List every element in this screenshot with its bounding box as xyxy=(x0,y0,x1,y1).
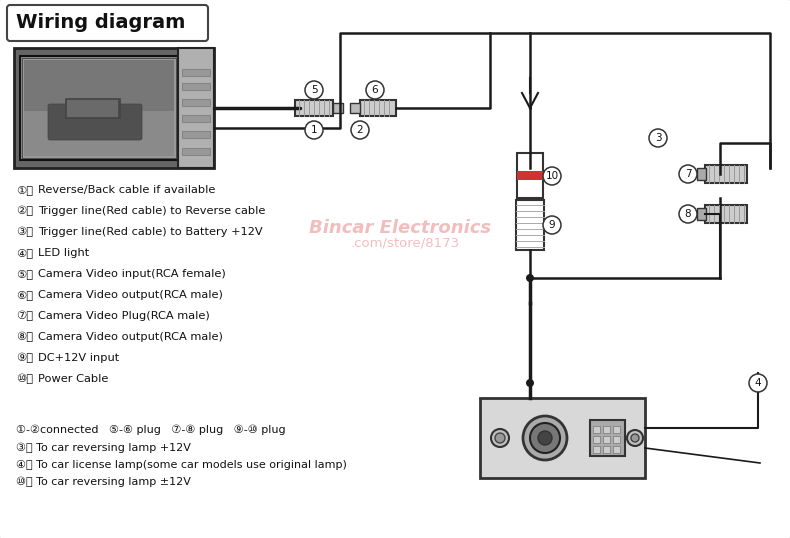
Bar xyxy=(517,153,543,198)
Bar xyxy=(182,148,210,155)
Bar xyxy=(593,446,600,453)
Bar xyxy=(593,426,600,433)
Bar xyxy=(182,131,210,138)
Text: Camera Video Plug(RCA male): Camera Video Plug(RCA male) xyxy=(38,311,210,321)
Text: Trigger line(Red cable) to Reverse cable: Trigger line(Red cable) to Reverse cable xyxy=(38,206,265,216)
FancyBboxPatch shape xyxy=(48,104,142,140)
Text: 1: 1 xyxy=(310,125,318,135)
Circle shape xyxy=(530,423,560,453)
Bar xyxy=(182,99,210,106)
Text: 6: 6 xyxy=(371,85,378,95)
Text: Trigger line(Red cable) to Battery +12V: Trigger line(Red cable) to Battery +12V xyxy=(38,227,262,237)
Circle shape xyxy=(631,434,639,442)
Bar xyxy=(182,115,210,122)
Circle shape xyxy=(627,430,643,446)
Text: ⑨：: ⑨： xyxy=(16,353,33,363)
Bar xyxy=(603,436,610,443)
Text: ⑧：: ⑧： xyxy=(16,332,33,342)
Text: LED light: LED light xyxy=(38,248,89,258)
Bar xyxy=(178,48,214,168)
Bar xyxy=(517,171,543,180)
Text: ④： To car license lamp(some car models use original lamp): ④： To car license lamp(some car models u… xyxy=(16,460,347,470)
Circle shape xyxy=(305,121,323,139)
Bar xyxy=(350,103,360,113)
Text: Camera Video input(RCA female): Camera Video input(RCA female) xyxy=(38,269,226,279)
Circle shape xyxy=(679,205,697,223)
Text: 10: 10 xyxy=(545,171,559,181)
Bar xyxy=(24,60,174,156)
Bar xyxy=(480,398,645,478)
Bar xyxy=(20,56,178,160)
Circle shape xyxy=(526,379,534,387)
Text: ⑩： To car reversing lamp ±12V: ⑩： To car reversing lamp ±12V xyxy=(16,477,191,487)
Text: ⑥：: ⑥： xyxy=(16,290,33,300)
Bar xyxy=(603,426,610,433)
Bar xyxy=(697,168,706,180)
Circle shape xyxy=(491,429,509,447)
Bar xyxy=(697,208,706,220)
Circle shape xyxy=(749,374,767,392)
Text: 8: 8 xyxy=(685,209,691,219)
Text: 5: 5 xyxy=(310,85,318,95)
Circle shape xyxy=(649,129,667,147)
Bar xyxy=(705,165,747,183)
Bar xyxy=(603,446,610,453)
Circle shape xyxy=(543,216,561,234)
Text: ①：: ①： xyxy=(16,185,33,195)
Circle shape xyxy=(679,165,697,183)
Text: DC+12V input: DC+12V input xyxy=(38,353,119,363)
Circle shape xyxy=(543,167,561,185)
FancyBboxPatch shape xyxy=(7,5,208,41)
Bar xyxy=(590,420,625,456)
Circle shape xyxy=(538,431,552,445)
Circle shape xyxy=(495,433,505,443)
Circle shape xyxy=(523,416,567,460)
Circle shape xyxy=(526,274,534,282)
Text: ③：: ③： xyxy=(16,227,33,237)
Bar xyxy=(22,58,176,158)
Bar xyxy=(182,83,210,90)
Text: Power Cable: Power Cable xyxy=(38,374,108,384)
Text: Bincar Electronics: Bincar Electronics xyxy=(309,219,491,237)
Circle shape xyxy=(351,121,369,139)
Circle shape xyxy=(366,81,384,99)
Text: ③： To car reversing lamp +12V: ③： To car reversing lamp +12V xyxy=(16,443,191,453)
Bar xyxy=(593,436,600,443)
Bar xyxy=(14,48,214,168)
Bar xyxy=(613,446,620,453)
Text: 2: 2 xyxy=(357,125,363,135)
Text: 7: 7 xyxy=(685,169,691,179)
Bar xyxy=(295,100,333,116)
Text: Reverse/Back cable if available: Reverse/Back cable if available xyxy=(38,185,216,195)
Text: ④：: ④： xyxy=(16,248,33,258)
Bar xyxy=(24,111,174,156)
Bar xyxy=(333,103,343,113)
Text: Wiring diagram: Wiring diagram xyxy=(16,13,186,32)
Text: 9: 9 xyxy=(549,220,555,230)
Text: ⑤：: ⑤： xyxy=(16,269,33,279)
Text: ⑩：: ⑩： xyxy=(16,374,33,384)
Bar xyxy=(613,436,620,443)
Bar xyxy=(360,100,396,116)
Bar xyxy=(67,100,118,117)
Text: 3: 3 xyxy=(655,133,661,143)
Bar xyxy=(516,200,544,250)
Text: 4: 4 xyxy=(754,378,762,388)
Bar xyxy=(705,205,747,223)
Text: ①-②connected   ⑤-⑥ plug   ⑦-⑧ plug   ⑨-⑩ plug: ①-②connected ⑤-⑥ plug ⑦-⑧ plug ⑨-⑩ plug xyxy=(16,425,286,435)
Text: .com/store/8173: .com/store/8173 xyxy=(351,237,460,250)
Circle shape xyxy=(305,81,323,99)
Text: Camera Video output(RCA male): Camera Video output(RCA male) xyxy=(38,290,223,300)
Text: Camera Video output(RCA male): Camera Video output(RCA male) xyxy=(38,332,223,342)
Bar xyxy=(182,69,210,76)
Bar xyxy=(65,98,120,118)
Text: ⑦：: ⑦： xyxy=(16,311,33,321)
Bar xyxy=(613,426,620,433)
Text: ②：: ②： xyxy=(16,206,33,216)
